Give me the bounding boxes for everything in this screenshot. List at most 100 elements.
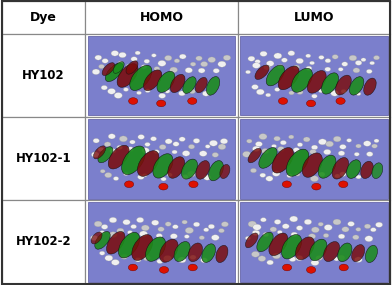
Circle shape [291,232,298,237]
Circle shape [252,63,260,68]
Circle shape [117,228,124,233]
Circle shape [260,218,267,222]
Circle shape [307,100,316,107]
Ellipse shape [292,68,312,92]
Circle shape [347,139,352,142]
Circle shape [338,255,345,260]
Circle shape [193,222,200,227]
Ellipse shape [102,63,114,76]
Ellipse shape [259,148,277,168]
Circle shape [201,258,208,263]
Circle shape [310,149,316,154]
Circle shape [163,255,172,261]
Ellipse shape [118,232,140,258]
Ellipse shape [209,160,223,181]
Circle shape [154,67,160,71]
Circle shape [202,91,210,96]
Circle shape [138,135,145,139]
Bar [238,1,390,34]
Circle shape [95,55,102,60]
Circle shape [223,55,230,60]
Bar [85,117,238,200]
Circle shape [151,137,156,141]
Circle shape [109,232,117,238]
Ellipse shape [323,242,339,262]
Ellipse shape [91,232,102,244]
Circle shape [212,152,218,157]
Circle shape [323,149,331,155]
Circle shape [127,231,132,234]
Circle shape [255,60,260,64]
Circle shape [295,172,300,176]
Circle shape [354,257,362,262]
Circle shape [316,255,323,260]
Circle shape [267,260,274,265]
Ellipse shape [266,65,285,86]
Circle shape [318,222,323,226]
Ellipse shape [338,243,352,262]
Circle shape [272,171,280,176]
Circle shape [245,70,250,74]
Circle shape [356,144,361,148]
Circle shape [282,181,292,188]
Ellipse shape [257,232,273,252]
Circle shape [184,235,189,239]
Circle shape [142,174,147,177]
Circle shape [126,64,132,69]
Ellipse shape [126,61,138,74]
Circle shape [289,91,294,95]
Circle shape [151,220,159,225]
Circle shape [125,181,134,188]
Ellipse shape [352,245,365,262]
Circle shape [151,54,156,57]
Bar [88,202,235,282]
Circle shape [333,136,341,142]
Circle shape [108,134,115,139]
Ellipse shape [245,233,258,248]
Circle shape [111,66,116,70]
Circle shape [252,251,260,257]
Circle shape [159,93,166,98]
Circle shape [274,219,281,224]
Circle shape [303,137,310,142]
Text: HY102-1: HY102-1 [16,152,71,165]
Circle shape [131,57,137,61]
Circle shape [182,220,187,224]
Circle shape [182,174,189,179]
Ellipse shape [113,62,124,73]
Circle shape [198,68,205,73]
Circle shape [219,229,224,233]
Circle shape [145,89,151,93]
Circle shape [143,255,151,261]
Circle shape [266,61,274,66]
Ellipse shape [196,160,210,179]
Circle shape [342,227,349,232]
Circle shape [319,55,324,60]
Circle shape [178,257,186,263]
Circle shape [309,234,316,239]
Circle shape [99,64,104,69]
Circle shape [363,141,371,146]
Bar [238,200,390,284]
Circle shape [208,224,214,229]
Ellipse shape [160,239,178,262]
Circle shape [218,61,226,67]
Circle shape [248,56,255,61]
Circle shape [189,181,198,188]
Circle shape [252,146,260,152]
Circle shape [374,56,379,60]
Ellipse shape [195,78,207,93]
Circle shape [185,68,192,73]
Circle shape [100,251,105,255]
Circle shape [245,236,250,240]
Circle shape [339,144,346,149]
Circle shape [123,219,130,225]
Ellipse shape [220,164,230,179]
Circle shape [348,221,354,226]
Circle shape [324,225,332,231]
Circle shape [319,89,324,93]
Circle shape [102,59,108,63]
Circle shape [260,173,266,177]
Circle shape [94,221,102,227]
Circle shape [339,181,348,188]
